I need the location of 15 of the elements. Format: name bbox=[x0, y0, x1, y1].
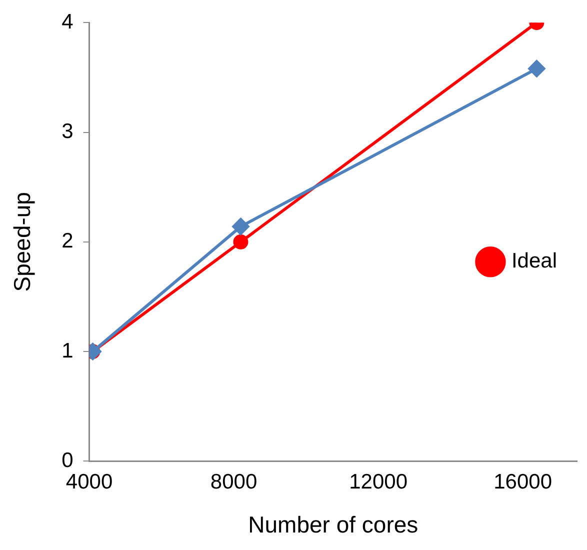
y-tick-label: 3 bbox=[62, 120, 74, 144]
x-tick-label: 8000 bbox=[210, 470, 258, 494]
point bbox=[233, 234, 248, 250]
x-tick-label: 12000 bbox=[349, 470, 408, 494]
x-tick-label: 4000 bbox=[66, 470, 113, 494]
x-tick-label: 16000 bbox=[494, 470, 552, 494]
y-tick-label: 0 bbox=[62, 448, 74, 472]
legend-label: Ideal bbox=[511, 250, 558, 273]
y-tick-label: 4 bbox=[62, 10, 74, 34]
y-axis-title: Speed-up bbox=[9, 192, 36, 292]
x-axis-title: Number of cores bbox=[248, 512, 418, 538]
y-tick-label: 2 bbox=[62, 230, 74, 253]
point bbox=[528, 60, 546, 78]
point bbox=[232, 218, 250, 236]
y-tick-label: 1 bbox=[62, 339, 74, 362]
